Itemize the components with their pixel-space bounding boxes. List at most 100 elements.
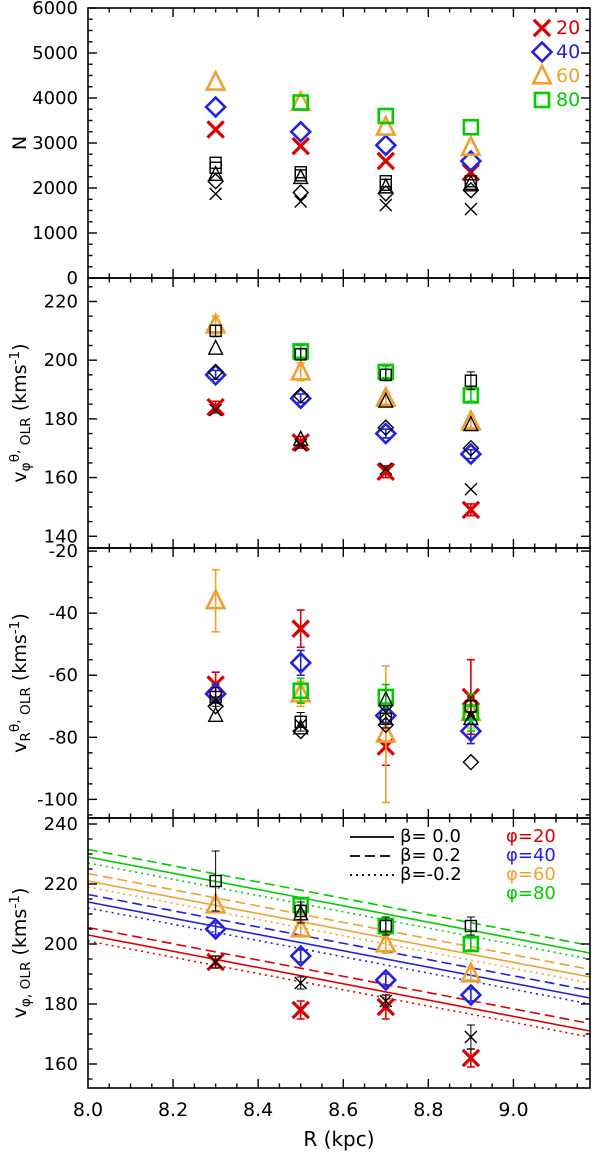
x-marker — [206, 120, 225, 139]
diamond-marker — [530, 40, 554, 64]
axes-frame — [87, 817, 591, 1089]
square-marker — [464, 919, 478, 933]
series-phi-80 — [292, 94, 480, 136]
legend-beta-label: β= 0.0 — [400, 826, 461, 847]
legend-label-40: 40 — [556, 41, 580, 63]
square-marker — [379, 368, 392, 382]
triangle-marker — [377, 177, 394, 194]
legend-label-60: 60 — [556, 65, 580, 87]
x-marker — [291, 433, 310, 452]
y-axis-label: vRθ, OLR (kms-1) — [7, 613, 34, 753]
series-black-triangle — [292, 904, 309, 924]
triangle-marker — [462, 709, 479, 726]
x-marker — [532, 18, 552, 38]
y-tick-label: 160 — [44, 468, 78, 489]
triangle-marker — [204, 69, 227, 91]
diamond-marker — [292, 386, 310, 404]
triangle-marker — [292, 904, 309, 921]
model-line-orange-dotted — [87, 886, 591, 984]
y-axis-label: N — [9, 136, 31, 150]
diamond-marker — [292, 722, 310, 740]
y-tick-label: 180 — [44, 994, 78, 1015]
square-marker — [292, 682, 310, 700]
y-tick-label: 200 — [44, 934, 78, 955]
x-marker — [209, 403, 223, 417]
diamond-marker — [207, 363, 225, 381]
series-black-square-b — [209, 161, 478, 192]
error-bar — [466, 388, 475, 403]
legend-bottom-panel: β= 0.0β= 0.2β=-0.2 φ=20φ=40φ=60φ=80 — [350, 826, 556, 904]
series-black-x — [209, 693, 478, 732]
square-marker — [533, 91, 551, 109]
triangle-marker — [204, 587, 227, 610]
axis-ticks — [88, 278, 590, 548]
y-tick-label: 5000 — [32, 43, 78, 64]
legend-phi-label: φ=80 — [506, 883, 556, 904]
x-marker — [291, 136, 310, 156]
series-phi-20 — [206, 120, 481, 182]
panel-vphi-theta-olr: 140 160 180 200 220 vφθ, OLR (kms-1) — [7, 277, 591, 549]
y-tick-label: 160 — [44, 1054, 78, 1075]
x-marker — [379, 705, 393, 719]
diamond-marker — [459, 983, 483, 1007]
series-phi-60 — [204, 568, 482, 804]
legend-phi-label: φ=20 — [506, 826, 556, 847]
diamond-marker — [289, 120, 313, 144]
diamond-marker — [204, 95, 227, 119]
y-tick-label: 0 — [67, 268, 78, 289]
series-phi-40 — [204, 649, 483, 745]
series-phi-40 — [204, 917, 483, 1007]
triangle-marker — [204, 891, 227, 914]
y-tick-label: 3000 — [32, 133, 78, 154]
diamond-marker — [204, 917, 227, 941]
series-black-triangle — [207, 690, 479, 735]
diamond-marker — [374, 133, 398, 157]
series-black-square — [209, 324, 478, 391]
error-bar — [466, 448, 475, 460]
model-line-red-solid — [87, 934, 591, 1032]
triangle-marker — [374, 114, 397, 136]
y-tick-label: 6000 — [32, 0, 78, 19]
diamond-marker — [289, 944, 313, 968]
square-marker — [462, 118, 480, 136]
error-bar — [466, 937, 475, 951]
square-marker — [377, 107, 395, 125]
y-tick-label: -20 — [49, 541, 78, 562]
legend-beta-label: β= 0.2 — [400, 845, 461, 866]
series-phi-40 — [204, 363, 483, 466]
y-axis-label: vφ, OLR (kms-1) — [7, 888, 34, 1019]
series-black-diamond — [207, 172, 480, 202]
series-black-triangle — [207, 164, 479, 194]
error-bar — [296, 711, 305, 732]
diamond-marker — [377, 184, 395, 202]
series-phi-20 — [206, 609, 481, 767]
square-marker — [209, 874, 222, 888]
y-tick-label: -80 — [49, 727, 78, 748]
x-marker — [461, 1048, 481, 1068]
error-bar — [211, 568, 220, 633]
square-marker — [209, 690, 222, 704]
axis-ticks — [88, 818, 590, 1088]
series-black-x — [209, 955, 478, 1050]
series-phi-40 — [204, 95, 483, 173]
error-bar — [211, 324, 220, 338]
triangle-marker — [460, 960, 482, 983]
x-marker — [461, 500, 481, 520]
x-marker — [294, 438, 308, 452]
panel-counts: 0 1000 2000 3000 4000 5000 6000 N — [9, 0, 591, 289]
x-marker — [209, 955, 223, 969]
x-tick-label: 9.0 — [498, 1099, 528, 1121]
triangle-marker — [289, 915, 312, 938]
diamond-marker — [459, 442, 483, 466]
series-black-square — [209, 687, 478, 732]
legend-phi-label: φ=60 — [506, 864, 556, 885]
y-tick-label: -40 — [49, 603, 78, 624]
model-line-green-solid — [87, 856, 591, 954]
series-phi-60 — [204, 891, 482, 983]
diamond-marker — [292, 184, 310, 201]
legend-beta-label: β=-0.2 — [400, 864, 462, 885]
diamond-marker — [459, 149, 483, 173]
square-marker — [379, 919, 392, 933]
model-line-blue-solid — [87, 901, 591, 999]
